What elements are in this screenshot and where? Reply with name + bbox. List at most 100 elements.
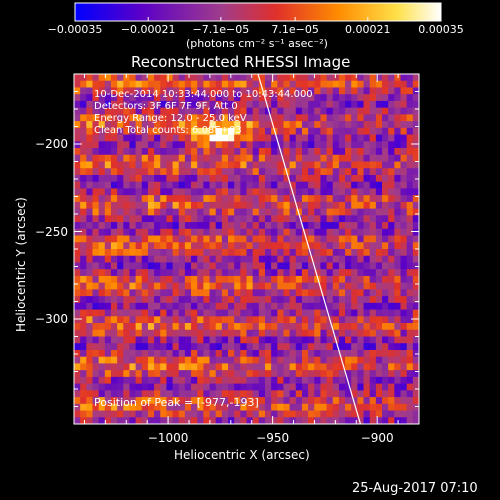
heatmap-cell — [234, 127, 241, 136]
heatmap-cell — [295, 370, 303, 378]
heatmap-cell — [369, 296, 377, 304]
heatmap-cell — [80, 148, 87, 156]
heatmap-cell — [369, 141, 377, 149]
heatmap-cell — [166, 161, 174, 169]
heatmap-cell — [271, 255, 278, 264]
heatmap-cell — [135, 195, 143, 203]
heatmap-cell — [345, 100, 352, 109]
heatmap-cell — [86, 121, 94, 129]
heatmap-cell — [197, 80, 204, 89]
heatmap-cell — [141, 356, 149, 365]
heatmap-cell — [98, 181, 106, 190]
heatmap-cell — [357, 222, 365, 230]
heatmap-cell — [92, 403, 100, 412]
heatmap-cell — [258, 161, 266, 169]
heatmap-cell — [357, 242, 365, 250]
heatmap-cell — [320, 134, 328, 142]
heatmap-cell — [388, 74, 395, 82]
heatmap-cell — [240, 370, 248, 378]
heatmap-cell — [252, 343, 260, 351]
heatmap-cell — [338, 323, 346, 331]
heatmap-cell — [197, 417, 204, 424]
heatmap-cell — [184, 127, 192, 136]
heatmap-cell — [166, 168, 174, 176]
heatmap-cell — [221, 397, 229, 405]
heatmap-cell — [129, 127, 137, 136]
heatmap-cell — [308, 370, 315, 378]
heatmap-cell — [345, 255, 352, 264]
heatmap-cell — [166, 188, 174, 196]
heatmap-cell — [382, 121, 389, 129]
heatmap-cell — [228, 168, 235, 176]
heatmap-cell — [264, 100, 272, 109]
heatmap-cell — [345, 363, 352, 371]
heatmap-cell — [400, 168, 408, 176]
heatmap-cell — [110, 249, 118, 257]
heatmap-cell — [308, 114, 315, 122]
heatmap-cell — [215, 215, 223, 223]
heatmap-cell — [191, 356, 198, 365]
heatmap-cell — [382, 107, 389, 115]
heatmap-cell — [209, 390, 217, 398]
heatmap-cell — [147, 188, 155, 196]
heatmap-cell — [172, 376, 180, 385]
heatmap-cell — [166, 275, 174, 284]
heatmap-cell — [246, 87, 254, 95]
heatmap-cell — [209, 349, 217, 358]
heatmap-cell — [314, 195, 322, 203]
heatmap-cell — [320, 181, 328, 190]
heatmap-cell — [117, 195, 124, 203]
heatmap-cell — [141, 282, 149, 290]
heatmap-cell — [98, 370, 106, 378]
heatmap-cell — [283, 363, 291, 371]
heatmap-cell — [98, 208, 106, 216]
heatmap-cell — [382, 168, 389, 176]
heatmap-cell — [252, 316, 260, 324]
heatmap-cell — [123, 316, 131, 324]
heatmap-cell — [382, 242, 389, 250]
heatmap-cell — [357, 181, 365, 190]
heatmap-cell — [252, 94, 260, 102]
heatmap-cell — [129, 302, 137, 311]
heatmap-cell — [129, 114, 137, 122]
heatmap-cell — [80, 349, 87, 358]
heatmap-cell — [308, 275, 315, 284]
heatmap-cell — [92, 228, 100, 237]
heatmap-cell — [357, 235, 365, 243]
heatmap-cell — [388, 410, 395, 418]
heatmap-cell — [178, 403, 186, 412]
heatmap-cell — [240, 282, 248, 290]
heatmap-cell — [382, 235, 389, 243]
heatmap-cell — [74, 249, 81, 257]
heatmap-cell — [406, 275, 414, 284]
heatmap-cell — [172, 417, 180, 424]
heatmap-cell — [104, 195, 112, 203]
heatmap-cell — [406, 302, 414, 311]
heatmap-cell — [264, 80, 272, 89]
heatmap-cell — [203, 141, 211, 149]
heatmap-cell — [80, 376, 87, 385]
heatmap-cell — [178, 235, 186, 243]
heatmap-cell — [184, 269, 192, 277]
heatmap-cell — [283, 356, 291, 365]
heatmap-cell — [345, 397, 352, 405]
heatmap-cell — [240, 134, 248, 142]
heatmap-cell — [172, 349, 180, 358]
heatmap-cell — [172, 222, 180, 230]
heatmap-cell — [406, 127, 414, 136]
heatmap-cell — [252, 121, 260, 129]
heatmap-cell — [172, 161, 180, 169]
heatmap-cell — [166, 309, 174, 317]
heatmap-cell — [160, 201, 168, 210]
heatmap-cell — [240, 343, 248, 351]
chart-title: Reconstructed RHESSI Image — [131, 53, 351, 71]
heatmap-cell — [357, 363, 365, 371]
heatmap-cell — [221, 336, 229, 344]
heatmap-cell — [86, 316, 94, 324]
heatmap-cell — [338, 80, 346, 89]
heatmap-cell — [363, 262, 371, 270]
heatmap-cell — [301, 282, 309, 290]
heatmap-cell — [92, 390, 100, 398]
heatmap-cell — [110, 201, 118, 210]
heatmap-cell — [184, 316, 192, 324]
